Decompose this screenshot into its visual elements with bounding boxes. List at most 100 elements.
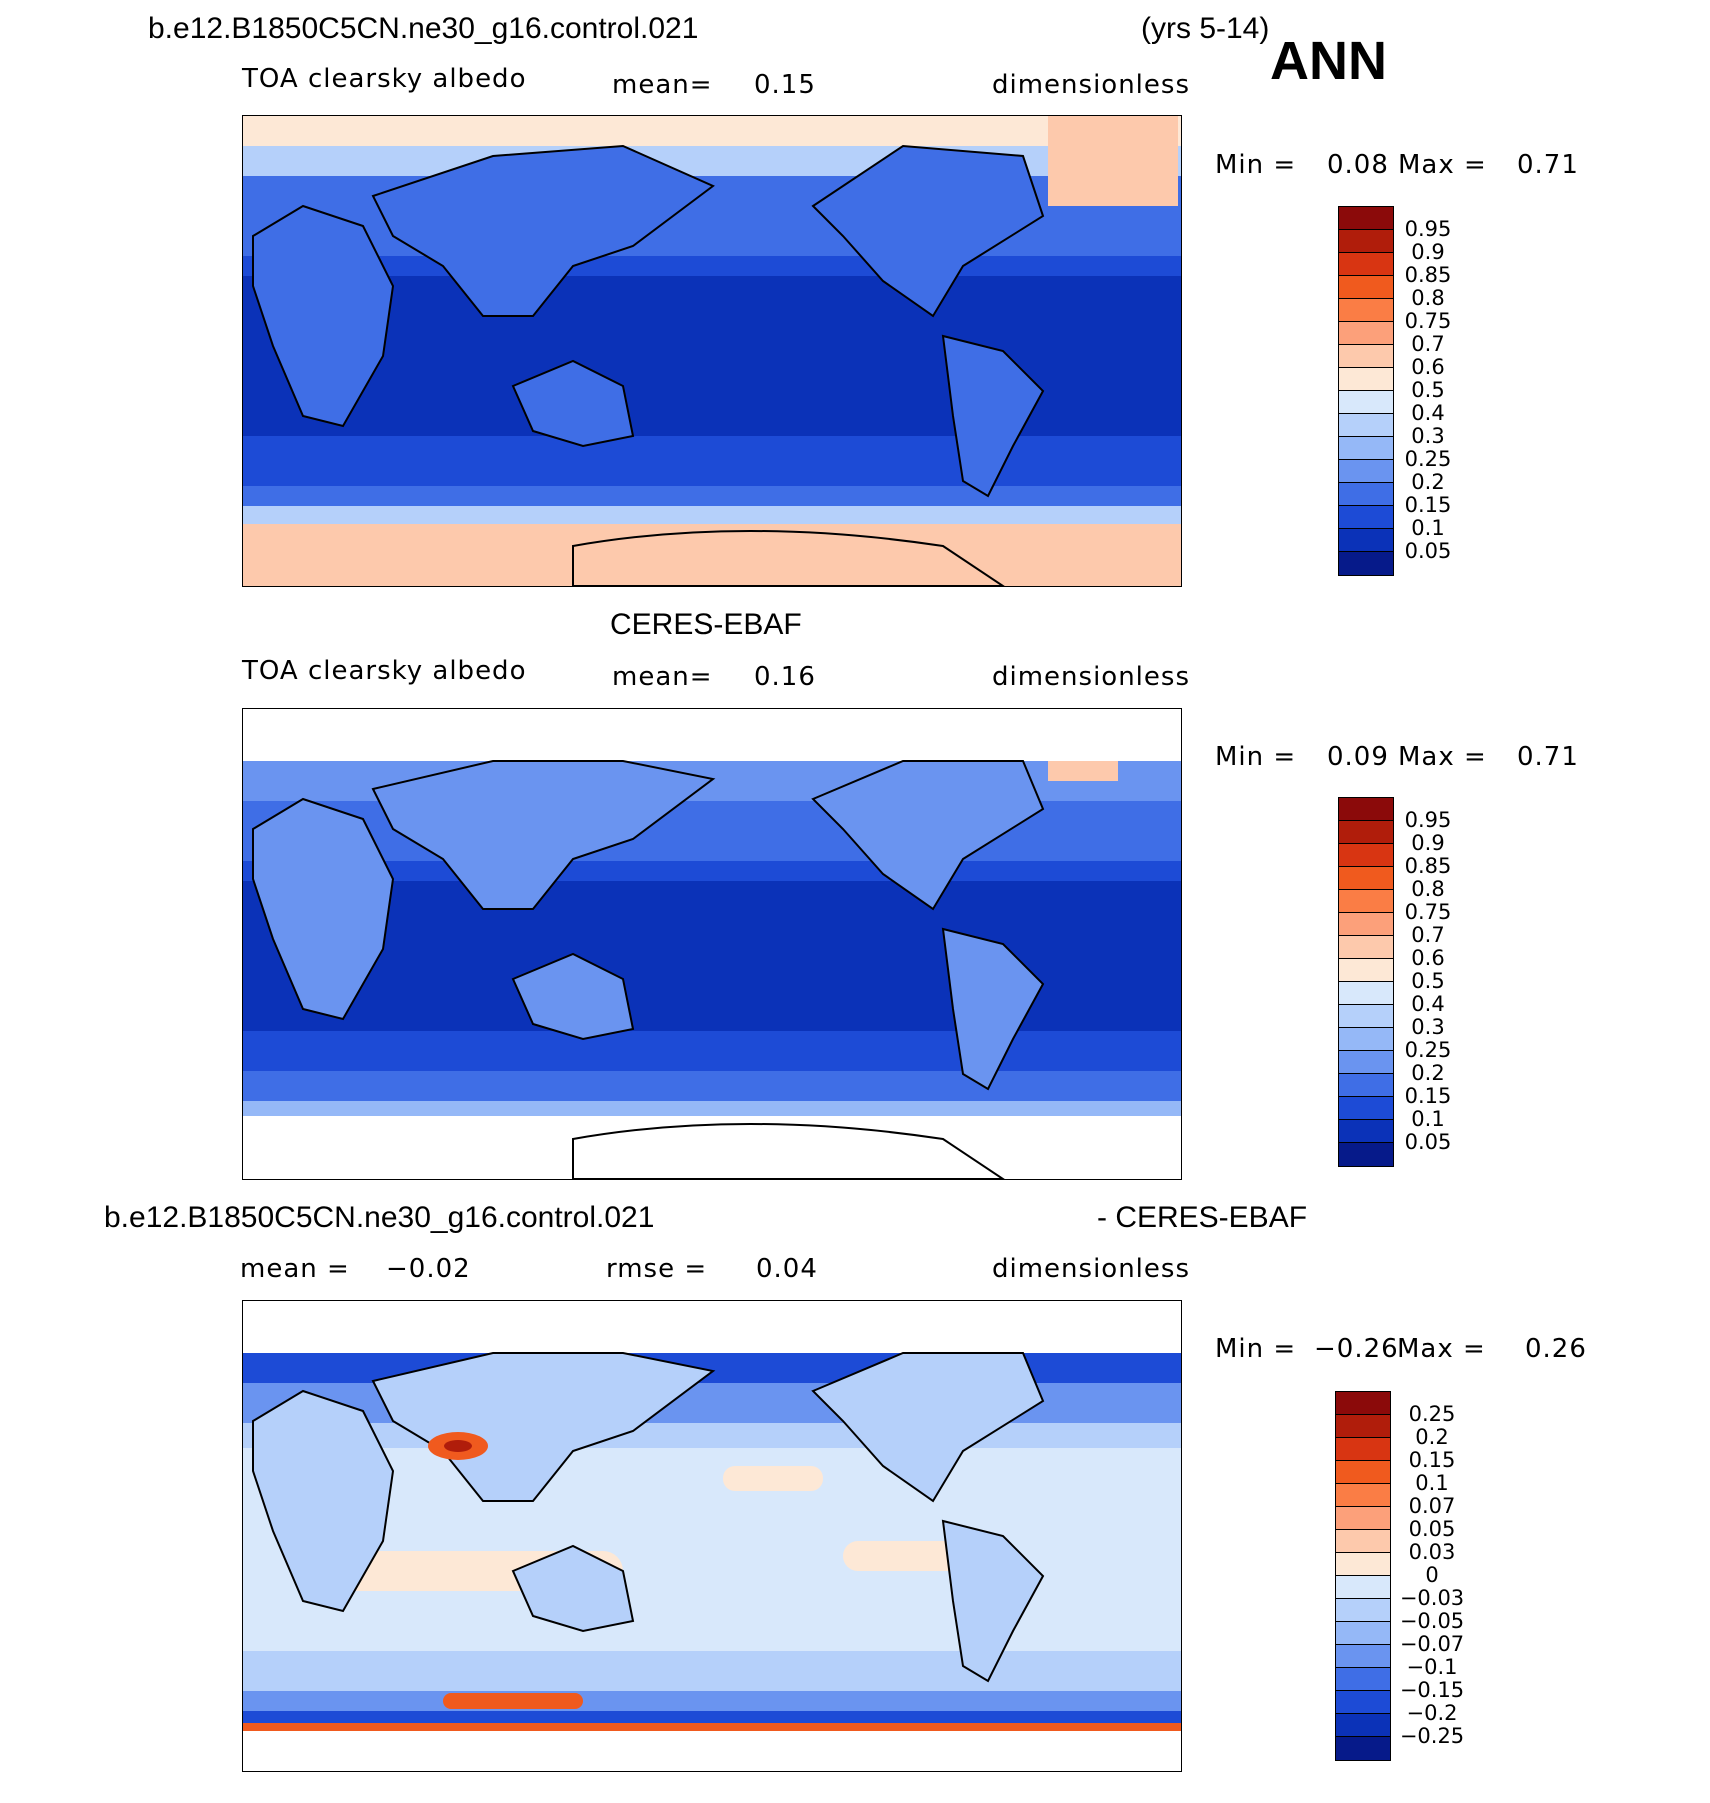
colorbar-tick-label: 0.3 xyxy=(1411,424,1445,448)
max-label-2: Max = xyxy=(1398,742,1487,772)
mean-label-1: mean= xyxy=(612,70,713,100)
min-label-3: Min = xyxy=(1215,1334,1297,1364)
colorbar-swatch xyxy=(1336,1599,1390,1622)
colorbar-tick-label: 0.95 xyxy=(1404,808,1452,832)
colorbar-tick-label: 0.9 xyxy=(1411,240,1445,264)
colorbar-tick-label: 0.5 xyxy=(1411,378,1445,402)
colorbar-tick-label: −0.15 xyxy=(1399,1678,1465,1702)
mean-value-2: 0.16 xyxy=(754,662,816,692)
units-label-3: dimensionless xyxy=(992,1254,1190,1284)
colorbar-swatch xyxy=(1336,1438,1390,1461)
mean-value-1: 0.15 xyxy=(754,70,816,100)
case-title-3: b.e12.B1850C5CN.ne30_g16.control.021 xyxy=(104,1201,655,1234)
colorbar-swatch xyxy=(1339,368,1393,391)
colorbar-swatch xyxy=(1339,913,1393,936)
colorbar-tick-label: −0.07 xyxy=(1399,1632,1465,1656)
colorbar-swatch xyxy=(1336,1461,1390,1484)
colorbar-swatch xyxy=(1339,1120,1393,1143)
colorbar-swatch xyxy=(1336,1622,1390,1645)
years-label: (yrs 5-14) xyxy=(1141,12,1270,45)
colorbar-swatch xyxy=(1339,1005,1393,1028)
colorbar-tick-label: 0.1 xyxy=(1415,1471,1449,1495)
colorbar-swatch xyxy=(1339,391,1393,414)
min-label-1: Min = xyxy=(1215,150,1297,180)
colorbar-tick-label: 0.85 xyxy=(1404,263,1452,287)
colorbar-swatch xyxy=(1339,552,1393,575)
mean-value-3: −0.02 xyxy=(386,1254,471,1284)
colorbar-swatch xyxy=(1339,322,1393,345)
colorbar-tick-label: 0.25 xyxy=(1404,447,1452,471)
colorbar-swatch xyxy=(1339,460,1393,483)
colorbar-swatch xyxy=(1339,821,1393,844)
colorbar-tick-label: 0.8 xyxy=(1411,286,1445,310)
colorbar-tick-label: −0.05 xyxy=(1399,1609,1465,1633)
colorbar-swatch xyxy=(1339,936,1393,959)
colorbar-swatch xyxy=(1339,1051,1393,1074)
colorbar-tick-label: −0.25 xyxy=(1399,1724,1465,1748)
colorbar-swatch xyxy=(1339,483,1393,506)
colorbar-swatch xyxy=(1339,890,1393,913)
colorbar-swatch xyxy=(1339,982,1393,1005)
colorbar-swatch xyxy=(1339,1028,1393,1051)
colorbar-tick-label: 0.4 xyxy=(1411,401,1445,425)
colorbar-swatch xyxy=(1339,959,1393,982)
colorbar-swatch xyxy=(1339,437,1393,460)
colorbar-swatch xyxy=(1339,276,1393,299)
colorbar-swatch xyxy=(1336,1484,1390,1507)
max-value-2: 0.71 xyxy=(1517,742,1579,772)
colorbar-ceres xyxy=(1338,797,1394,1167)
colorbar-tick-label: −0.1 xyxy=(1406,1655,1458,1679)
max-label-1: Max = xyxy=(1398,150,1487,180)
colorbar-tick-label: 0.8 xyxy=(1411,877,1445,901)
variable-label-2: TOA clearsky albedo xyxy=(242,656,527,686)
colorbar-swatch xyxy=(1336,1553,1390,1576)
colorbar-tick-label: 0.03 xyxy=(1408,1540,1456,1564)
colorbar-tick-label: −0.2 xyxy=(1406,1701,1458,1725)
colorbar-tick-label: 0.2 xyxy=(1411,470,1445,494)
colorbar-swatch xyxy=(1336,1530,1390,1553)
max-value-3: 0.26 xyxy=(1525,1334,1587,1364)
colorbar-tick-label: 0.7 xyxy=(1411,332,1445,356)
colorbar-swatch xyxy=(1339,207,1393,230)
colorbar-tick-label: 0.6 xyxy=(1411,355,1445,379)
colorbar-swatch xyxy=(1339,867,1393,890)
colorbar-tick-label: 0.05 xyxy=(1408,1517,1456,1541)
max-value-1: 0.71 xyxy=(1517,150,1579,180)
case-title-1: b.e12.B1850C5CN.ne30_g16.control.021 xyxy=(148,12,699,45)
colorbar-tick-label: 0.6 xyxy=(1411,946,1445,970)
min-value-2: 0.09 xyxy=(1327,742,1389,772)
colorbar-tick-label: 0.15 xyxy=(1404,493,1452,517)
colorbar-swatch xyxy=(1336,1392,1390,1415)
colorbar-tick-label: 0.95 xyxy=(1404,217,1452,241)
colorbar-tick-label: 0.07 xyxy=(1408,1494,1456,1518)
colorbar-tick-label: 0.75 xyxy=(1404,900,1452,924)
colorbar-swatch xyxy=(1339,1097,1393,1120)
colorbar-swatch xyxy=(1339,529,1393,552)
map-panel-ceres xyxy=(242,708,1182,1180)
colorbar-tick-label: 0.9 xyxy=(1411,831,1445,855)
colorbar-tick-label: 0.15 xyxy=(1408,1448,1456,1472)
colorbar-tick-label: 0.15 xyxy=(1404,1084,1452,1108)
colorbar-tick-label: 0 xyxy=(1425,1563,1439,1587)
case-title-2: CERES-EBAF xyxy=(610,608,802,641)
colorbar-swatch xyxy=(1336,1415,1390,1438)
variable-label-1: TOA clearsky albedo xyxy=(242,64,527,94)
colorbar-swatch xyxy=(1336,1691,1390,1714)
colorbar-swatch xyxy=(1339,1074,1393,1097)
colorbar-swatch xyxy=(1336,1645,1390,1668)
rmse-value-3: 0.04 xyxy=(756,1254,818,1284)
map-panel-difference xyxy=(242,1300,1182,1772)
colorbar-swatch xyxy=(1339,230,1393,253)
colorbar-tick-label: 0.25 xyxy=(1404,1038,1452,1062)
units-label-2: dimensionless xyxy=(992,662,1190,692)
map-panel-model xyxy=(242,115,1182,587)
max-label-3: Max = xyxy=(1397,1334,1486,1364)
colorbar-model xyxy=(1338,206,1394,576)
colorbar-swatch xyxy=(1339,844,1393,867)
colorbar-tick-label: 0.4 xyxy=(1411,992,1445,1016)
colorbar-swatch xyxy=(1339,299,1393,322)
colorbar-tick-label: 0.85 xyxy=(1404,854,1452,878)
colorbar-swatch xyxy=(1336,1737,1390,1760)
colorbar-swatch xyxy=(1336,1714,1390,1737)
